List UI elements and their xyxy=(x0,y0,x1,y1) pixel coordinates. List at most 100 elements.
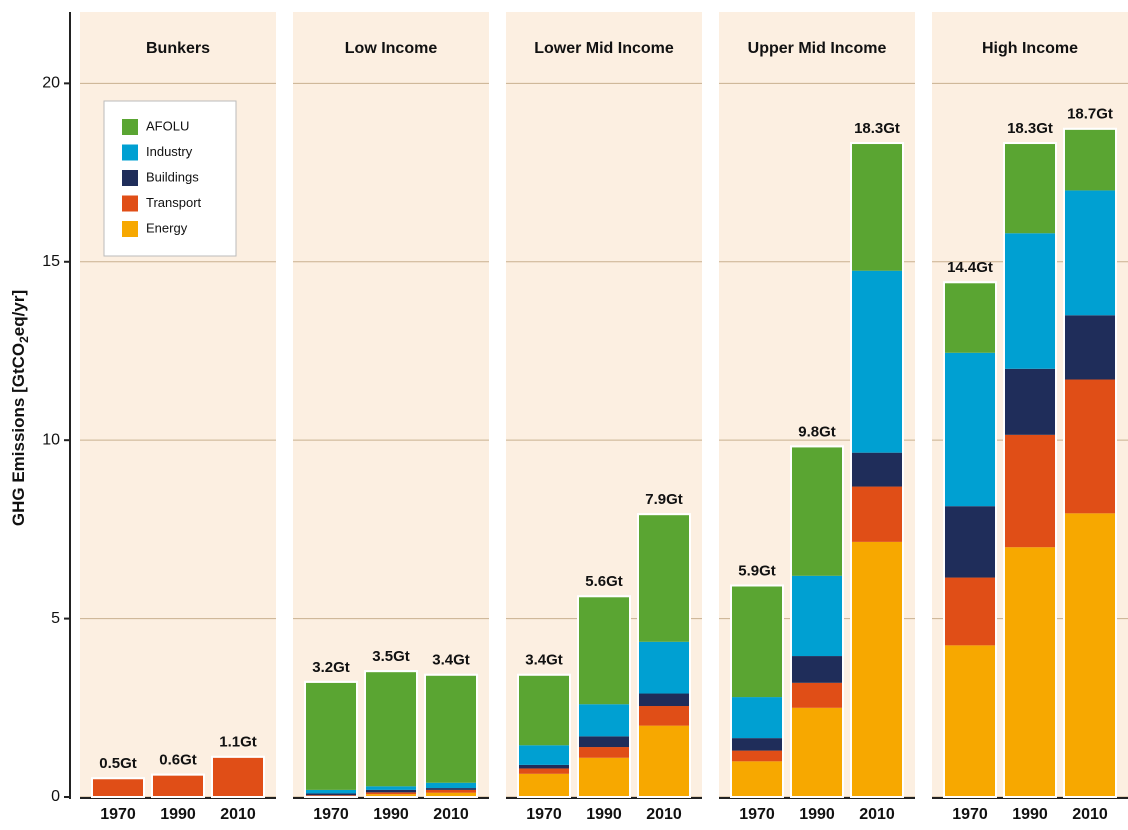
bar-segment xyxy=(426,789,476,793)
bar-segment xyxy=(579,597,629,705)
bar-segment xyxy=(306,789,356,794)
total-label: 5.9Gt xyxy=(738,562,776,579)
panel-background xyxy=(293,12,489,797)
legend-label: AFOLU xyxy=(146,118,189,133)
bar-segment xyxy=(1005,144,1055,234)
y-axis-label: GHG Emissions [GtCO2eq/yr] xyxy=(9,290,31,526)
legend-swatch xyxy=(122,195,138,212)
bar-segment xyxy=(792,682,842,708)
bar-segment xyxy=(1065,129,1115,191)
total-label: 3.4Gt xyxy=(525,652,563,669)
bar-segment xyxy=(792,575,842,657)
total-label: 0.5Gt xyxy=(99,755,137,772)
bar-segment xyxy=(852,486,902,542)
x-tick-label: 2010 xyxy=(433,806,469,823)
x-tick-label: 1990 xyxy=(373,806,409,823)
y-tick-label: 15 xyxy=(42,253,60,270)
x-tick-label: 2010 xyxy=(1072,806,1108,823)
panel-title: Bunkers xyxy=(146,40,210,57)
bar-segment xyxy=(306,793,356,796)
x-tick-label: 1990 xyxy=(160,806,196,823)
bar-segment xyxy=(366,792,416,795)
total-label: 7.9Gt xyxy=(645,491,683,508)
bar-outline xyxy=(850,142,904,799)
total-label: 18.3Gt xyxy=(1007,120,1053,137)
x-tick-label: 1970 xyxy=(100,806,136,823)
bar-segment xyxy=(1005,233,1055,369)
bar-segment xyxy=(945,506,995,578)
bar-segment xyxy=(366,672,416,787)
bar-outline xyxy=(790,445,844,798)
total-label: 3.4Gt xyxy=(432,652,470,669)
bar-outline xyxy=(364,670,418,799)
legend-label: Energy xyxy=(146,220,188,235)
x-tick-label: 1970 xyxy=(739,806,775,823)
bar-outline xyxy=(637,513,691,798)
total-label: 3.5Gt xyxy=(372,648,410,665)
bar-segment xyxy=(426,782,476,789)
bar-segment xyxy=(792,656,842,683)
y-tick-label: 0 xyxy=(51,788,60,805)
panel-title: Lower Mid Income xyxy=(534,40,674,57)
x-tick-label: 2010 xyxy=(646,806,682,823)
total-label: 14.4Gt xyxy=(947,259,993,276)
bar-segment xyxy=(579,736,629,748)
panel-title: High Income xyxy=(982,40,1078,57)
bar-segment xyxy=(1065,513,1115,797)
x-tick-label: 1990 xyxy=(586,806,622,823)
bar-segment xyxy=(792,707,842,797)
bar-segment xyxy=(579,704,629,737)
x-tick-label: 1990 xyxy=(799,806,835,823)
y-tick-label: 20 xyxy=(42,75,60,92)
bar-outline xyxy=(151,773,205,798)
bar-segment xyxy=(852,270,902,453)
bar-segment xyxy=(1005,368,1055,435)
y-tick-label: 10 xyxy=(42,431,60,448)
legend-swatch xyxy=(122,144,138,161)
panel-title: Low Income xyxy=(345,40,438,57)
bar-segment xyxy=(945,645,995,797)
total-label: 0.6Gt xyxy=(159,752,197,769)
bar-segment xyxy=(1005,547,1055,797)
x-tick-label: 1970 xyxy=(526,806,562,823)
bar-outline xyxy=(211,755,265,798)
bar-segment xyxy=(732,586,782,698)
bar-segment xyxy=(366,794,416,797)
bar-segment xyxy=(153,775,203,797)
bar-outline xyxy=(1063,127,1117,798)
bar-segment xyxy=(945,352,995,507)
x-tick-label: 1990 xyxy=(1012,806,1048,823)
x-tick-label: 1970 xyxy=(313,806,349,823)
bar-segment xyxy=(426,788,476,790)
bar-segment xyxy=(426,792,476,797)
bar-segment xyxy=(1065,190,1115,316)
total-label: 18.3Gt xyxy=(854,120,900,137)
bar-segment xyxy=(732,750,782,762)
bar-segment xyxy=(519,768,569,774)
bar-segment xyxy=(639,706,689,726)
y-label-part: GHG Emissions [GtCO xyxy=(9,343,28,526)
bar-segment xyxy=(732,697,782,739)
bar-segment xyxy=(639,725,689,797)
bar-outline xyxy=(517,673,571,799)
bar-outline xyxy=(943,281,997,798)
bar-outline xyxy=(304,680,358,798)
bar-segment xyxy=(579,757,629,797)
legend-swatch xyxy=(122,119,138,135)
bar-segment xyxy=(519,745,569,765)
y-label-part: eq/yr] xyxy=(9,290,28,336)
bar-segment xyxy=(852,452,902,487)
total-label: 9.8Gt xyxy=(798,423,836,440)
bar-segment xyxy=(366,786,416,790)
legend-label: Transport xyxy=(146,195,202,210)
total-label: 5.6Gt xyxy=(585,573,623,590)
bar-segment xyxy=(945,283,995,353)
bar-segment xyxy=(426,675,476,783)
bar-outline xyxy=(91,777,145,799)
bar-segment xyxy=(732,738,782,751)
bar-segment xyxy=(639,641,689,694)
bar-segment xyxy=(945,577,995,646)
bar-segment xyxy=(1005,434,1055,548)
bar-segment xyxy=(213,757,263,797)
